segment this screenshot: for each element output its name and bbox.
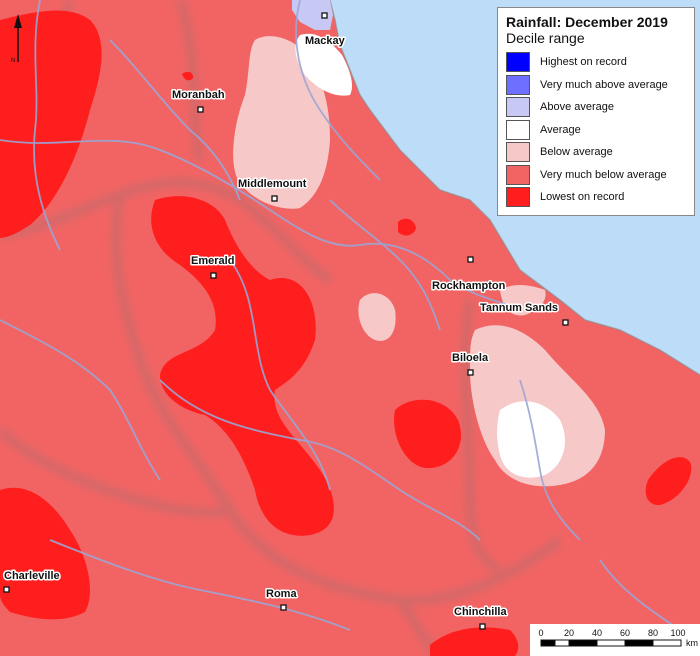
legend-item: Below average [506, 141, 686, 164]
legend-swatch [506, 142, 530, 163]
town-marker [479, 623, 486, 630]
legend-item: Very much below average [506, 164, 686, 187]
legend-item: Highest on record [506, 51, 686, 74]
legend-item-label: Lowest on record [540, 191, 625, 204]
legend-swatch [506, 97, 530, 118]
legend-swatch [506, 119, 530, 140]
town-label-roma: Roma [266, 588, 297, 600]
legend-item: Average [506, 119, 686, 142]
town-markers [3, 12, 569, 630]
town-label-tannum-sands: Tannum Sands [480, 302, 558, 314]
scale-tick-label: 20 [564, 628, 574, 638]
north-arrow-icon: N [11, 14, 22, 64]
lowest-on-record-regions [0, 10, 692, 656]
scale-tick-label: 100 [670, 628, 685, 638]
town-label-mackay: Mackay [305, 35, 346, 47]
town-labels: Mackay Moranbah Middlemount Emerald Rock… [3, 34, 560, 620]
town-marker [280, 604, 287, 611]
town-label-middlemount: Middlemount [238, 178, 307, 190]
legend-item: Above average [506, 96, 686, 119]
town-label-biloela: Biloela [452, 352, 489, 364]
town-label-moranbah: Moranbah [172, 89, 225, 101]
legend-item-label: Below average [540, 146, 613, 159]
legend-item-label: Average [540, 123, 581, 136]
legend-item-label: Very much above average [540, 78, 668, 91]
above-average-region [292, 0, 333, 30]
legend-subtitle: Decile range [506, 30, 585, 46]
town-marker [321, 12, 328, 19]
legend-title: Rainfall: December 2019 [506, 14, 668, 30]
scale-tick-label: 0 [538, 628, 543, 638]
town-label-charleville: Charleville [4, 570, 60, 582]
legend-items: Highest on record Very much above average… [506, 51, 686, 209]
town-label-chinchilla: Chinchilla [454, 606, 507, 618]
town-marker [562, 319, 569, 326]
scale-bar: 0 20 40 60 80 100 km [530, 624, 700, 656]
town-marker [467, 369, 474, 376]
north-label: N [11, 58, 15, 64]
coastline [329, 0, 700, 376]
legend-item-label: Highest on record [540, 56, 627, 69]
scale-tick-label: 40 [592, 628, 602, 638]
legend-swatch [506, 187, 530, 208]
map-legend: Rainfall: December 2019 Decile range Hig… [497, 7, 695, 216]
legend-item-label: Very much below average [540, 168, 667, 181]
average-regions [295, 33, 565, 478]
scale-unit-label: km [686, 638, 698, 648]
legend-item: Very much above average [506, 74, 686, 97]
legend-swatch [506, 52, 530, 73]
legend-swatch [506, 164, 530, 185]
town-marker [210, 272, 217, 279]
basin-boundaries [0, 0, 563, 656]
town-marker [3, 586, 10, 593]
town-marker [197, 106, 204, 113]
legend-item: Lowest on record [506, 186, 686, 209]
town-label-emerald: Emerald [191, 255, 234, 267]
scale-tick-label: 60 [620, 628, 630, 638]
legend-swatch [506, 74, 530, 95]
scale-tick-label: 80 [648, 628, 658, 638]
town-marker [467, 256, 474, 263]
town-label-rockhampton: Rockhampton [432, 280, 506, 292]
town-marker [271, 195, 278, 202]
legend-item-label: Above average [540, 101, 614, 114]
scale-bar-segments [540, 639, 682, 647]
